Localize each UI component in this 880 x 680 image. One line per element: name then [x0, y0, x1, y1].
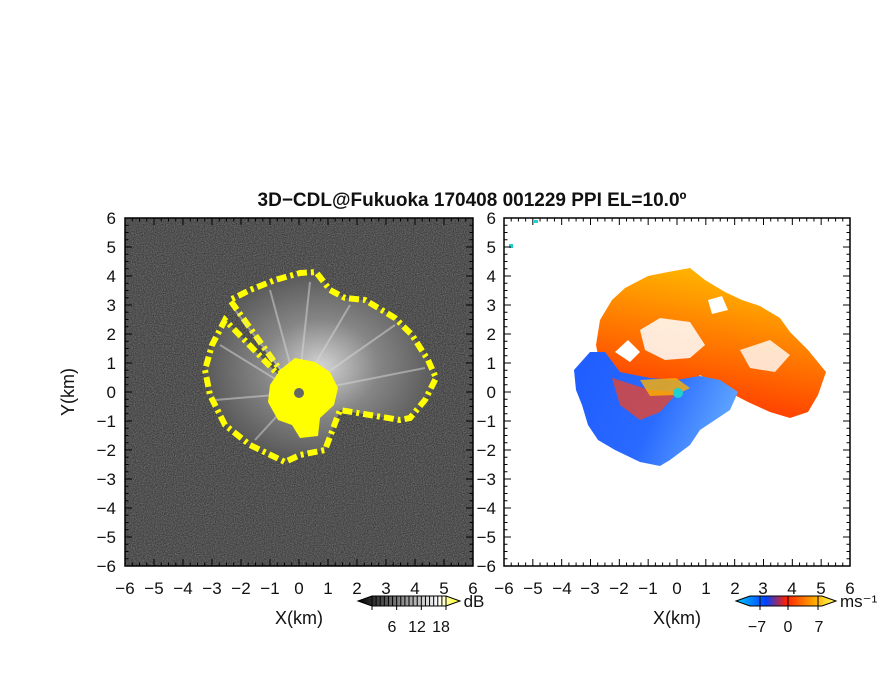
right-panel: −6 −5 −4 −3 −2 −1 0 1 2 3 4 5 6 6 5 4 3 … — [477, 209, 855, 628]
y-tick-label: −3 — [477, 470, 496, 489]
right-colorbar: ms⁻¹ −7 0 7 — [734, 592, 878, 636]
x-tick-label: 6 — [845, 579, 854, 598]
x-tick-label: −4 — [552, 579, 571, 598]
y-tick-label: 2 — [107, 325, 116, 344]
right-x-tick-labels: −6 −5 −4 −3 −2 −1 0 1 2 3 4 5 6 — [494, 579, 854, 598]
y-tick-label: 3 — [487, 296, 496, 315]
y-tick-label: −6 — [477, 557, 496, 576]
no-data-gaps — [615, 296, 790, 372]
y-tick-label: 1 — [487, 354, 496, 373]
radar-site-marker — [673, 388, 683, 398]
colorbar-tick-label: 6 — [388, 619, 397, 636]
x-tick-label: −5 — [144, 579, 163, 598]
y-tick-label: −4 — [477, 499, 496, 518]
colorbar-tick-label: 18 — [432, 619, 450, 636]
colorbar-tick-label: 12 — [408, 619, 426, 636]
x-tick-label: −2 — [231, 579, 250, 598]
radar-site-marker — [294, 388, 304, 398]
x-tick-label: −1 — [260, 579, 279, 598]
y-tick-label: 6 — [107, 209, 116, 228]
x-tick-label: 0 — [672, 579, 681, 598]
right-tick-marks — [503, 217, 851, 567]
x-tick-label: 3 — [381, 579, 390, 598]
x-tick-label: 2 — [730, 579, 739, 598]
y-tick-label: 0 — [107, 383, 116, 402]
y-tick-label: −3 — [97, 470, 116, 489]
right-colorbar-unit: ms⁻¹ — [840, 592, 878, 611]
reflectivity-image — [125, 218, 473, 566]
right-x-axis-label: X(km) — [653, 608, 701, 628]
saturated-center — [268, 358, 338, 438]
y-tick-label: 4 — [487, 267, 496, 286]
x-tick-label: 4 — [787, 579, 796, 598]
y-tick-label: 2 — [487, 325, 496, 344]
x-tick-label: −3 — [202, 579, 221, 598]
x-tick-label: −4 — [173, 579, 192, 598]
y-tick-label: −5 — [97, 528, 116, 547]
x-tick-label: 2 — [352, 579, 361, 598]
y-tick-label: −1 — [97, 412, 116, 431]
x-tick-label: 0 — [294, 579, 303, 598]
colorbar-tick-label: −7 — [748, 619, 766, 636]
y-tick-label: 5 — [487, 238, 496, 257]
y-tick-label: −6 — [97, 557, 116, 576]
x-tick-label: 5 — [816, 579, 825, 598]
left-y-tick-labels: 6 5 4 3 2 1 0 −1 −2 −3 −4 −5 −6 — [97, 209, 116, 576]
echo-edge — [201, 268, 440, 466]
x-tick-label: −6 — [494, 579, 513, 598]
x-tick-label: 3 — [758, 579, 767, 598]
x-tick-label: −3 — [580, 579, 599, 598]
y-tick-label: 1 — [107, 354, 116, 373]
y-tick-label: −5 — [477, 528, 496, 547]
y-tick-label: 5 — [107, 238, 116, 257]
left-panel: −6 −5 −4 −3 −2 −1 0 1 2 3 4 5 6 6 5 4 3 … — [58, 209, 478, 628]
y-tick-label: 0 — [487, 383, 496, 402]
x-tick-label: 1 — [323, 579, 332, 598]
left-x-tick-labels: −6 −5 −4 −3 −2 −1 0 1 2 3 4 5 6 — [115, 579, 477, 598]
chart-title: 3D−CDL@Fukuoka 170408 001229 PPI EL=10.0… — [258, 190, 687, 211]
left-y-axis-label: Y(km) — [58, 368, 78, 416]
x-tick-label: 4 — [410, 579, 419, 598]
y-tick-label: −1 — [477, 412, 496, 431]
colorbar-tick-label: 0 — [784, 619, 793, 636]
left-colorbar-unit: dB — [464, 592, 485, 611]
left-tick-marks — [124, 217, 474, 567]
right-y-tick-labels: 6 5 4 3 2 1 0 −1 −2 −3 −4 −5 −6 — [477, 209, 496, 576]
y-tick-label: −4 — [97, 499, 116, 518]
x-tick-label: −1 — [638, 579, 657, 598]
x-tick-label: 5 — [439, 579, 448, 598]
y-tick-label: 6 — [487, 209, 496, 228]
y-tick-label: 3 — [107, 296, 116, 315]
velocity-image — [504, 218, 850, 566]
y-tick-label: 4 — [107, 267, 116, 286]
x-tick-label: 6 — [468, 579, 477, 598]
y-tick-label: −2 — [477, 441, 496, 460]
colorbar-tick-label: 7 — [815, 619, 824, 636]
x-tick-label: −6 — [115, 579, 134, 598]
y-tick-label: −2 — [97, 441, 116, 460]
left-x-axis-label: X(km) — [275, 608, 323, 628]
left-colorbar: dB 6 12 18 — [356, 592, 485, 636]
x-tick-label: −2 — [609, 579, 628, 598]
x-tick-label: −5 — [523, 579, 542, 598]
x-tick-label: 1 — [701, 579, 710, 598]
